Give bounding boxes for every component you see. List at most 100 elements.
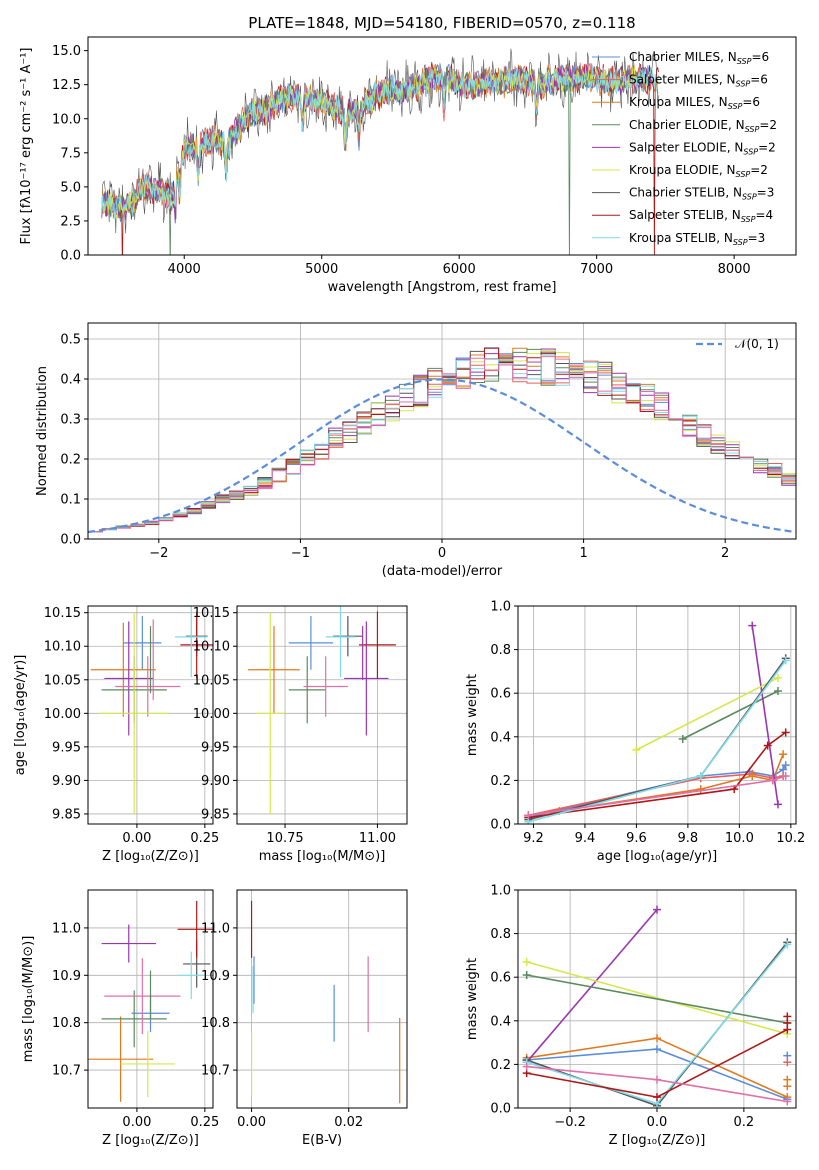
legend-entry: Kroupa STELIB, NSSP=3 [629, 231, 765, 247]
y-tick-label: 0.0 [490, 1102, 511, 1117]
residuals-panel: −2 −1 0 1 2 0.0 0.1 0.2 0.3 0.4 0.5 (data-model)/er… [35, 322, 797, 579]
series-line-kroupa-elodie [526, 961, 788, 1035]
x-tick-label: −1 [291, 546, 310, 561]
mass-vs-extinction-panel: 0.00 0.02 10.7 10.8 10.9 11.0 E(B-V) [201, 889, 408, 1148]
y-tick-label: 9.85 [52, 807, 81, 822]
x-tick-label: 11.00 [359, 831, 396, 846]
y-tick-label: 1.0 [490, 600, 511, 615]
y-tick-label: 9.95 [201, 740, 230, 755]
spectrum-line-chabrier-elodie [101, 66, 652, 255]
y-tick-label: 9.95 [52, 740, 81, 755]
x-axis-label: mass [log₁₀(M/M⊙)] [259, 849, 386, 864]
y-tick-label: 0.4 [60, 373, 81, 388]
y-tick-label: 0.2 [490, 774, 511, 789]
y-tick-label: 11.0 [52, 921, 81, 936]
legend-entry: Kroupa ELODIE, NSSP=2 [629, 163, 768, 179]
normal-distribution-curve [88, 378, 796, 534]
x-tick-label: 6000 [443, 262, 476, 277]
y-tick-label: 0.0 [60, 249, 81, 264]
series-line-chabrier-elodie [526, 974, 788, 1024]
y-axis-label: mass [log₁₀(M/M⊙)] [21, 936, 36, 1063]
mass-weight-vs-age-panel: 9.2 9.4 9.6 9.8 10.0 10.2 0.0 0.2 0.4 0.6 0.8 1.0 ag… [465, 600, 805, 865]
y-tick-label: 0.1 [60, 493, 81, 508]
x-axis-label: wavelength [Angstrom, rest frame] [328, 280, 557, 295]
y-tick-label: 0.2 [490, 1058, 511, 1073]
x-tick-label: 1 [579, 546, 587, 561]
figure-title: PLATE=1848, MJD=54180, FIBERID=0570, z=0… [248, 14, 635, 32]
y-tick-label: 10.8 [201, 1016, 230, 1031]
y-tick-label: 5.0 [60, 180, 81, 195]
x-axis-label: age [log₁₀(age/yr)] [597, 849, 718, 864]
legend-entry: 𝒩(0, 1) [735, 337, 779, 351]
y-tick-label: 10.05 [193, 673, 230, 688]
y-tick-label: 10.8 [52, 1016, 81, 1031]
age-vs-mass-panel: 10.75 11.00 9.85 9.90 9.95 10.00 10.05 10.10 10.… [193, 605, 408, 864]
y-tick-label: 9.85 [201, 807, 230, 822]
y-tick-label: 9.90 [52, 774, 81, 789]
y-tick-label: 15.0 [52, 44, 81, 59]
histogram-pink [88, 356, 796, 533]
y-tick-label: 0.4 [490, 730, 511, 745]
y-tick-label: 10.0 [52, 112, 81, 127]
series-line-kroupa-elodie [636, 677, 779, 751]
x-tick-label: 0.0 [647, 1115, 668, 1130]
weight_vs_age-frame [517, 605, 797, 825]
plot-area [248, 606, 396, 814]
plot-area [101, 48, 659, 255]
y-tick-label: 1.0 [490, 884, 511, 899]
y-tick-label: 11.0 [201, 921, 230, 936]
plot-area [88, 347, 796, 534]
y-tick-label: 10.7 [201, 1064, 230, 1079]
legend-entry: Chabrier STELIB, NSSP=3 [629, 186, 774, 202]
legend-entry: Salpeter ELODIE, NSSP=2 [629, 140, 776, 156]
x-tick-label: 9.8 [678, 831, 699, 846]
x-tick-label: 7000 [580, 262, 613, 277]
y-tick-label: 0.8 [490, 927, 511, 942]
y-tick-label: 10.15 [193, 606, 230, 621]
y-tick-label: 10.9 [52, 969, 81, 984]
y-tick-label: 0.2 [60, 453, 81, 468]
mass-vs-metallicity-panel: 0.00 0.25 10.7 10.8 10.9 11.0 Z [log₁₀(Z/Z⊙)] m… [21, 889, 219, 1148]
y-tick-label: 0.0 [490, 818, 511, 833]
y-tick-label: 10.00 [44, 707, 81, 722]
y-axis-label: Flux [fλ10⁻¹⁷ erg cm⁻² s⁻¹ A⁻¹] [19, 48, 34, 245]
y-tick-label: 0.4 [490, 1014, 511, 1029]
x-tick-label: 0.00 [237, 1115, 266, 1130]
x-tick-label: 9.4 [575, 831, 596, 846]
legend-entry: Kroupa MILES, NSSP=6 [629, 95, 760, 111]
y-tick-label: 10.00 [193, 707, 230, 722]
x-axis-label: Z [log₁₀(Z/Z⊙)] [102, 1133, 199, 1148]
mass_vs_EBV-frame [236, 889, 408, 1109]
x-axis-label: Z [log₁₀(Z/Z⊙)] [102, 849, 199, 864]
mass-weight-vs-metallicity-panel: −0.2 0.0 0.2 0.0 0.2 0.4 0.6 0.8 1.0 Z [log₁₀(Z/Z… [465, 884, 797, 1148]
x-tick-label: 9.6 [626, 831, 647, 846]
spectrum-frame [87, 36, 797, 256]
plot-area [524, 621, 790, 824]
spectrum-panel: 4000 5000 6000 7000 8000 0.0 2.5 5.0 7.5 10.0 12.5… [19, 36, 797, 295]
legend-entry: Salpeter STELIB, NSSP=4 [629, 208, 773, 224]
legend-entry: Chabrier MILES, NSSP=6 [629, 50, 769, 66]
x-tick-label: 0.02 [334, 1115, 363, 1130]
age-vs-metallicity-panel: 0.00 0.25 9.85 9.90 9.95 10.00 10.05 10.10 10.15… [13, 605, 219, 864]
y-tick-label: 10.10 [44, 640, 81, 655]
series-line-chabrier-elodie [682, 690, 779, 740]
y-tick-label: 9.90 [201, 774, 230, 789]
y-tick-label: 10.7 [52, 1064, 81, 1079]
y-axis-label: mass weight [465, 674, 480, 756]
x-tick-label: 0.2 [734, 1115, 755, 1130]
y-tick-label: 0.6 [490, 971, 511, 986]
legend-entry: Chabrier ELODIE, NSSP=2 [629, 118, 777, 134]
plot-area [522, 905, 792, 1108]
y-tick-label: 12.5 [52, 78, 81, 93]
age_vs_Z-frame [87, 605, 214, 825]
y-tick-label: 7.5 [60, 146, 81, 161]
x-tick-label: 0.25 [190, 831, 219, 846]
x-axis-label: Z [log₁₀(Z/Z⊙)] [609, 1133, 706, 1148]
y-tick-label: 0.5 [60, 333, 81, 348]
y-tick-label: 10.10 [193, 640, 230, 655]
y-axis-label: age [log₁₀(age/yr)] [13, 655, 28, 776]
y-axis-label: Normed distribution [35, 366, 50, 496]
y-tick-label: 0.8 [490, 643, 511, 658]
histogram-kroupa-stelib [88, 354, 796, 533]
mass_vs_Z-frame [87, 889, 214, 1109]
